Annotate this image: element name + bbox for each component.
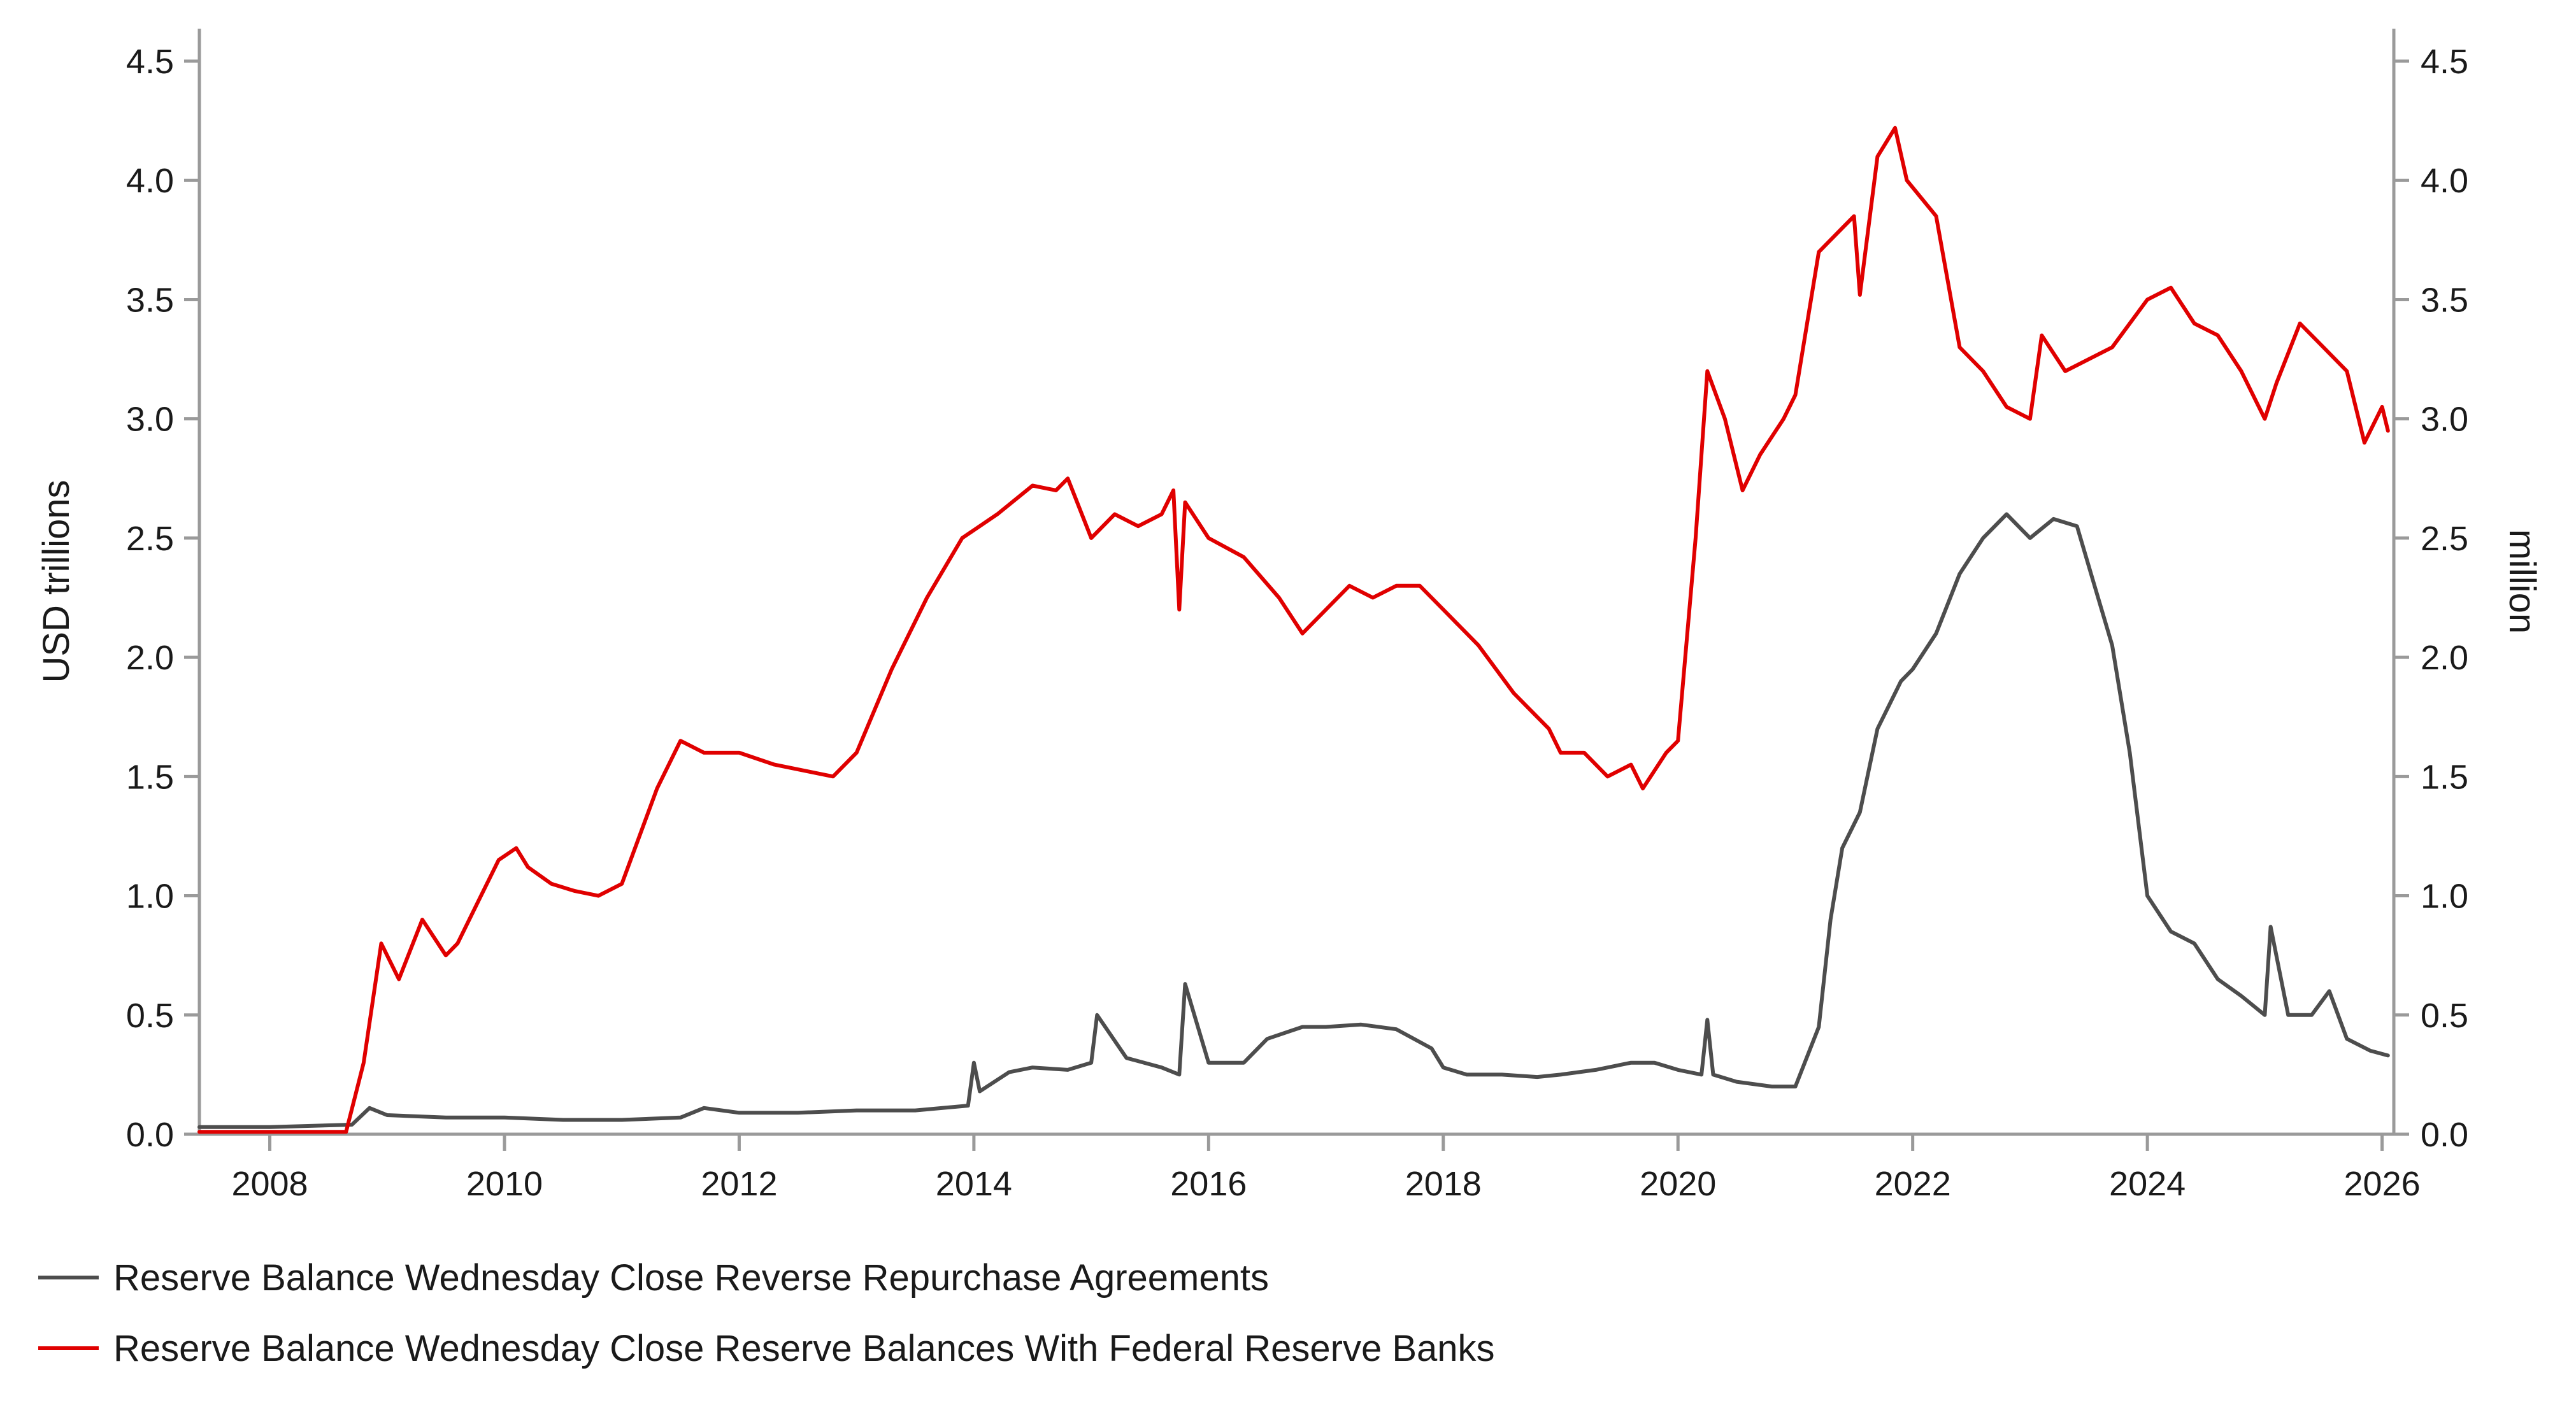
x-tick-label: 2024 — [2109, 1165, 2186, 1203]
left-y-tick-label: 3.5 — [126, 281, 174, 319]
x-tick-label: 2010 — [466, 1165, 543, 1203]
left-y-tick-label: 3.0 — [126, 401, 174, 439]
x-tick-label: 2018 — [1405, 1165, 1482, 1203]
tick-labels: 0.0 0.0 0.5 0.5 1.0 1.0 1.5 1.5 2.0 2.0 2.5 2.5 3.0 3… — [126, 43, 2468, 1203]
legend-item-reserve-balances: Reserve Balance Wednesday Close Reserve … — [38, 1328, 1495, 1369]
left-y-tick-label: 1.0 — [126, 878, 174, 916]
x-tick-label: 2008 — [231, 1165, 308, 1203]
left-y-tick-label: 0.0 — [126, 1116, 174, 1154]
series-line-reverse-repo — [197, 512, 2390, 1129]
legend-label-reserve-balances: Reserve Balance Wednesday Close Reserve … — [113, 1328, 1495, 1369]
x-tick-label: 2022 — [1875, 1165, 1951, 1203]
left-y-tick-label: 2.5 — [126, 520, 174, 558]
x-tick-label: 2026 — [2344, 1165, 2421, 1203]
right-axis-title: million — [2501, 529, 2543, 634]
left-y-tick-label: 0.5 — [126, 997, 174, 1035]
right-y-tick-label: 0.5 — [2421, 997, 2468, 1035]
x-tick-label: 2016 — [1170, 1165, 1247, 1203]
left-axis-title: USD trillions — [36, 480, 77, 683]
right-y-tick-label: 1.0 — [2421, 878, 2468, 916]
right-y-tick-label: 2.5 — [2421, 520, 2468, 558]
right-y-tick-label: 3.0 — [2421, 401, 2468, 439]
right-y-tick-label: 4.0 — [2421, 162, 2468, 200]
left-y-tick-label: 2.0 — [126, 639, 174, 677]
left-y-tick-label: 4.0 — [126, 162, 174, 200]
right-y-tick-label: 1.5 — [2421, 758, 2468, 796]
left-y-tick-label: 1.5 — [126, 758, 174, 796]
series-line-reserve-balances — [197, 125, 2390, 1134]
x-tick-label: 2014 — [936, 1165, 1012, 1203]
right-y-tick-label: 3.5 — [2421, 281, 2468, 319]
right-y-tick-label: 0.0 — [2421, 1116, 2468, 1154]
series-lines — [197, 125, 2390, 1134]
legend-item-reverse-repo: Reserve Balance Wednesday Close Reverse … — [38, 1257, 1269, 1299]
tick-marks — [184, 59, 2409, 1151]
right-y-tick-label: 4.5 — [2421, 43, 2468, 81]
x-tick-label: 2020 — [1640, 1165, 1716, 1203]
legend: Reserve Balance Wednesday Close Reverse … — [38, 1257, 1495, 1369]
right-y-tick-label: 2.0 — [2421, 639, 2468, 677]
left-y-tick-label: 4.5 — [126, 43, 174, 81]
x-tick-label: 2012 — [701, 1165, 777, 1203]
axes — [197, 29, 2396, 1136]
legend-label-reverse-repo: Reserve Balance Wednesday Close Reverse … — [113, 1257, 1269, 1299]
